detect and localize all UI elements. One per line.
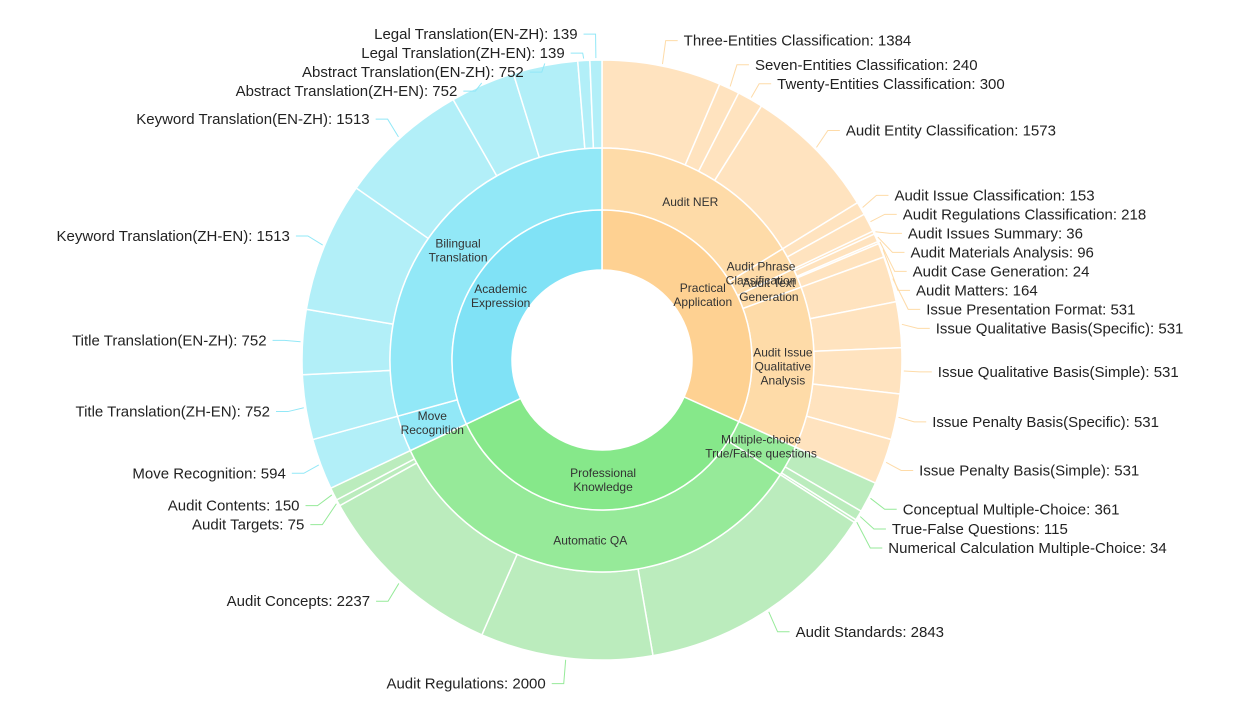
outer-label-move-recognition: Move Recognition: 594 [132, 465, 285, 482]
outer-label-seven-entities-classification: Seven-Entities Classification: 240 [755, 57, 978, 74]
leader-issue-penalty-basis-specific [898, 416, 927, 423]
middle-label-audit-ner: Audit NER [662, 195, 718, 209]
outer-label-title-translation-zh-en: Title Translation(ZH-EN): 752 [75, 404, 270, 421]
outer-label-issue-penalty-basis-specific: Issue Penalty Basis(Specific): 531 [932, 414, 1159, 431]
leader-audit-targets [310, 503, 337, 526]
outer-label-abstract-translation-en-zh: Abstract Translation(EN-ZH): 752 [302, 64, 524, 81]
leader-seven-entities-classification [729, 64, 749, 87]
outer-label-audit-contents: Audit Contents: 150 [168, 498, 300, 515]
outer-label-issue-qualitative-basis-specific: Issue Qualitative Basis(Specific): 531 [936, 320, 1184, 337]
middle-label-audit-issue-qualitative-analysis: Audit Issue Qualitative Analysis [753, 346, 813, 388]
middle-label-audit-phrase-classification: Audit Phrase Classification [726, 260, 797, 288]
outer-label-audit-materials-analysis: Audit Materials Analysis: 96 [910, 244, 1093, 261]
leader-audit-matters [882, 249, 910, 291]
outer-label-legal-translation-zh-en: Legal Translation(ZH-EN): 139 [361, 45, 564, 62]
inner-arc-practical-application [601, 209, 753, 423]
leader-keyword-translation-en-zh [375, 118, 399, 138]
leader-issue-qualitative-basis-specific [901, 323, 930, 329]
leader-lines [272, 33, 932, 685]
outer-label-keyword-translation-en-zh: Keyword Translation(EN-ZH): 1513 [136, 111, 369, 128]
outer-label-keyword-translation-zh-en: Keyword Translation(ZH-EN): 1513 [56, 228, 289, 245]
middle-label-multiple-choice-true-false-questions: Multiple-choice True/False questions [705, 432, 817, 460]
leader-issue-qualitative-basis-simple [903, 370, 932, 373]
outer-label-numerical-calculation-multiple-choice: Numerical Calculation Multiple-Choice: 3… [888, 540, 1166, 557]
outer-label-audit-targets: Audit Targets: 75 [192, 517, 304, 534]
outer-label-audit-regulations-classification: Audit Regulations Classification: 218 [903, 206, 1146, 223]
sunburst-rings [301, 59, 903, 661]
outer-label-title-translation-en-zh: Title Translation(EN-ZH): 752 [72, 332, 267, 349]
leader-keyword-translation-zh-en [295, 235, 323, 246]
leader-audit-regulations [551, 659, 567, 685]
middle-label-audit-text-generation: Audit Text Generation [739, 276, 798, 304]
outer-label-audit-standards: Audit Standards: 2843 [796, 624, 944, 641]
outer-label-audit-concepts: Audit Concepts: 2237 [227, 593, 370, 610]
leader-move-recognition [291, 464, 320, 474]
leader-audit-standards [768, 611, 790, 633]
inner-arc-academic-expression [451, 209, 603, 426]
leader-issue-presentation-format [892, 278, 921, 310]
outer-label-issue-qualitative-basis-simple: Issue Qualitative Basis(Simple): 531 [938, 364, 1179, 381]
leader-numerical-calculation-multiple-choice [856, 521, 883, 549]
inner-arc-professional-knowledge [465, 395, 740, 511]
leader-three-entities-classification [661, 40, 678, 65]
leader-audit-issue-classification [862, 194, 889, 208]
outer-label-issue-presentation-format: Issue Presentation Format: 531 [926, 301, 1135, 318]
leader-audit-materials-analysis [877, 236, 905, 253]
inner-label-practical-application: Practical Application [673, 281, 732, 309]
inner-label-professional-knowledge: Professional Knowledge [570, 466, 636, 494]
leader-audit-regulations-classification [870, 213, 897, 223]
leader-conceptual-multiple-choice [870, 497, 897, 510]
outer-label-twenty-entities-classification: Twenty-Entities Classification: 300 [777, 76, 1005, 93]
leader-audit-issues-summary [875, 231, 902, 234]
outer-label-audit-issues-summary: Audit Issues Summary: 36 [908, 225, 1083, 242]
leader-audit-entity-classification [816, 129, 840, 148]
outer-label-audit-regulations: Audit Regulations: 2000 [386, 676, 545, 693]
outer-label-audit-matters: Audit Matters: 164 [916, 282, 1038, 299]
middle-label-automatic-qa: Automatic QA [553, 534, 627, 548]
leader-title-translation-en-zh [272, 339, 301, 343]
outer-label-conceptual-multiple-choice: Conceptual Multiple-Choice: 361 [903, 501, 1120, 518]
leader-legal-translation-en-zh [583, 33, 597, 59]
outer-label-legal-translation-en-zh: Legal Translation(EN-ZH): 139 [374, 26, 577, 43]
leader-true-false-questions [859, 516, 886, 530]
middle-label-bilingual-translation: Bilingual Translation [429, 236, 488, 264]
outer-label-three-entities-classification: Three-Entities Classification: 1384 [684, 33, 912, 50]
leader-audit-case-generation [879, 241, 907, 272]
outer-label-audit-issue-classification: Audit Issue Classification: 153 [894, 187, 1094, 204]
inner-label-academic-expression: Academic Expression [471, 282, 530, 310]
outer-label-true-false-questions: True-False Questions: 115 [892, 521, 1068, 538]
leader-title-translation-zh-en [276, 407, 304, 413]
leader-twenty-entities-classification [750, 83, 772, 98]
outer-label-audit-case-generation: Audit Case Generation: 24 [913, 263, 1090, 280]
leader-abstract-translation-zh-en [463, 82, 483, 92]
leader-legal-translation-zh-en [570, 52, 585, 59]
leader-audit-concepts [376, 583, 400, 602]
outer-label-abstract-translation-zh-en: Abstract Translation(ZH-EN): 752 [236, 83, 458, 100]
leader-issue-penalty-basis-simple [885, 461, 914, 471]
outer-label-audit-entity-classification: Audit Entity Classification: 1573 [846, 122, 1056, 139]
outer-label-issue-penalty-basis-simple: Issue Penalty Basis(Simple): 531 [919, 462, 1139, 479]
leader-abstract-translation-en-zh [529, 63, 546, 73]
leader-audit-contents [305, 494, 333, 507]
middle-label-move-recognition: Move Recognition [401, 409, 464, 437]
